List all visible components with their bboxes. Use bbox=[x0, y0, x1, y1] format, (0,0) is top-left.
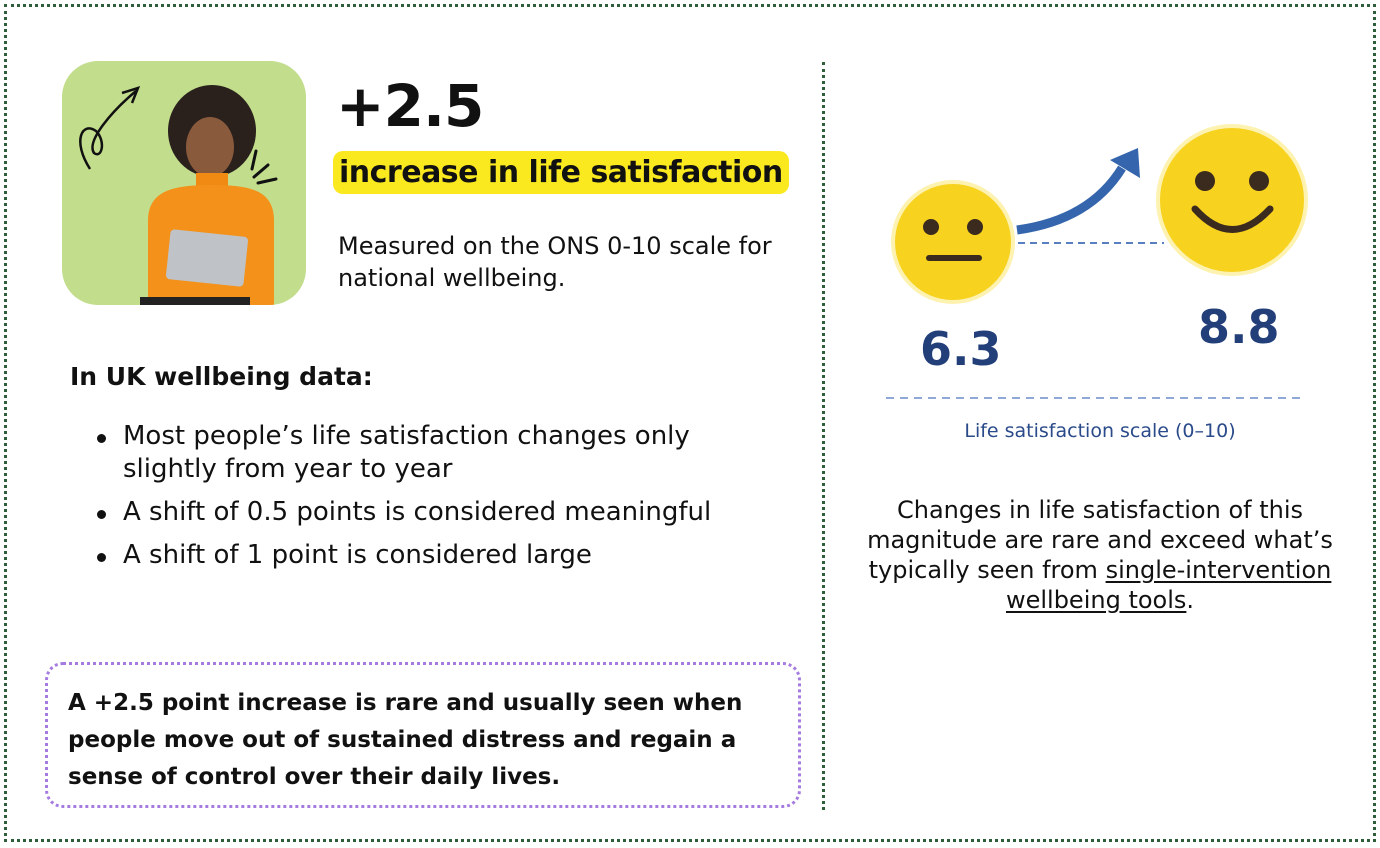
note-link[interactable]: single-intervention wellbeing tools bbox=[1005, 556, 1332, 614]
headline-highlight: increase in life satisfaction bbox=[333, 151, 789, 194]
before-value: 6.3 bbox=[920, 322, 1002, 376]
note-text: Changes in life satisfaction of this mag… bbox=[867, 496, 1333, 584]
list-item: A shift of 0.5 points is considered mean… bbox=[95, 496, 735, 529]
headline-description: Measured on the ONS 0-10 scale for natio… bbox=[338, 232, 772, 292]
scale-label: Life satisfaction scale (0–10) bbox=[964, 420, 1236, 442]
arrow-up-right-icon bbox=[1016, 148, 1140, 235]
neutral-face-icon bbox=[891, 180, 1015, 304]
magnitude-note: Changes in life satisfaction of this mag… bbox=[860, 495, 1340, 615]
uk-data-heading: In UK wellbeing data: bbox=[70, 362, 373, 391]
headline-value: +2.5 bbox=[336, 72, 484, 140]
uk-data-list: Most people’s life satisfaction changes … bbox=[95, 420, 735, 582]
column-divider bbox=[822, 62, 825, 810]
note-text-end: . bbox=[1186, 586, 1195, 614]
satisfaction-graphic bbox=[886, 124, 1308, 399]
list-item: Most people’s life satisfaction changes … bbox=[95, 420, 735, 486]
list-item: A shift of 1 point is considered large bbox=[95, 539, 735, 572]
after-value: 8.8 bbox=[1198, 300, 1280, 354]
outer-frame bbox=[4, 4, 1376, 842]
person-photo bbox=[62, 61, 306, 305]
callout-box: A +2.5 point increase is rare and usuall… bbox=[45, 662, 801, 808]
smiling-face-icon bbox=[1156, 124, 1308, 276]
